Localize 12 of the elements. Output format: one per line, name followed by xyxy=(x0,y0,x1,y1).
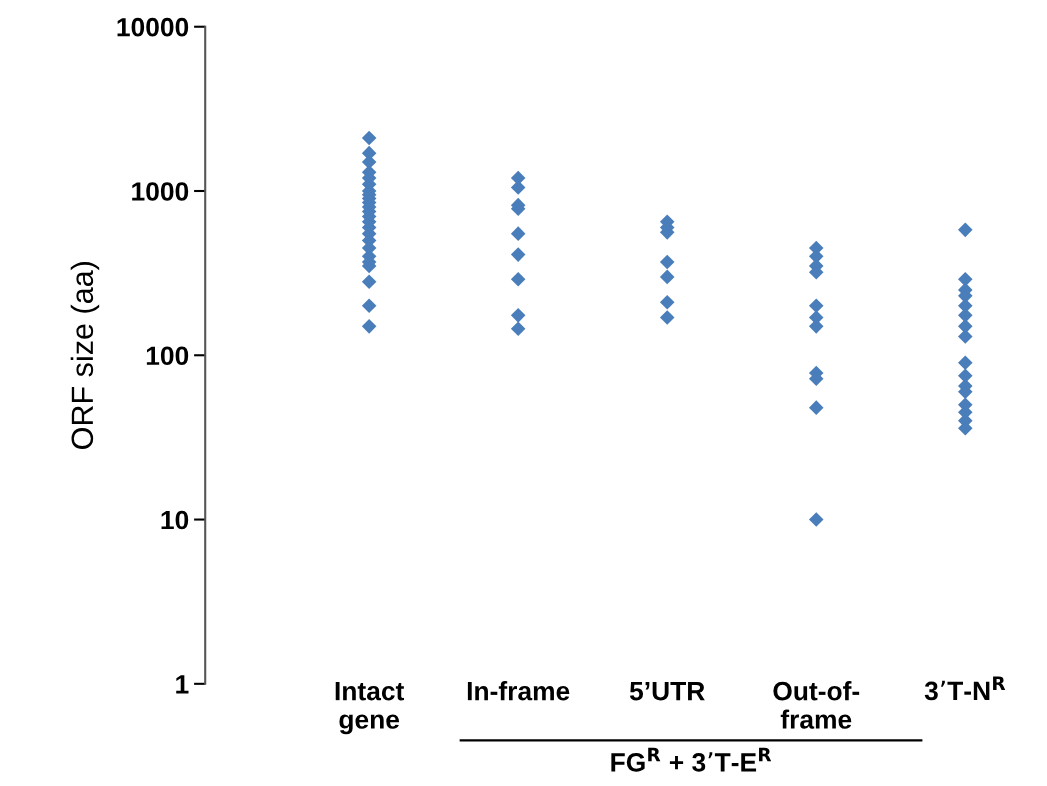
y-axis-title: ORF size (aa) xyxy=(70,262,100,449)
y-tick-label: 10000 xyxy=(117,17,189,37)
y-tick-label: 10 xyxy=(161,510,189,530)
x-tick-label: 5’UTR xyxy=(629,682,705,701)
text: FG$^{R}$ + 3’T-E$^{R}$ xyxy=(611,747,772,772)
x-tick-label: Intact gene xyxy=(335,682,405,735)
y-tick-label: 1 xyxy=(176,675,189,694)
x-tick-label: 3’T-N$^{R}$ xyxy=(924,676,1006,701)
y-tick-label: 100 xyxy=(146,346,189,366)
x-tick-label: Out-of- frame xyxy=(773,681,860,729)
y-tick-label: 1000 xyxy=(132,182,189,201)
x-tick-label: In-frame xyxy=(467,681,570,701)
